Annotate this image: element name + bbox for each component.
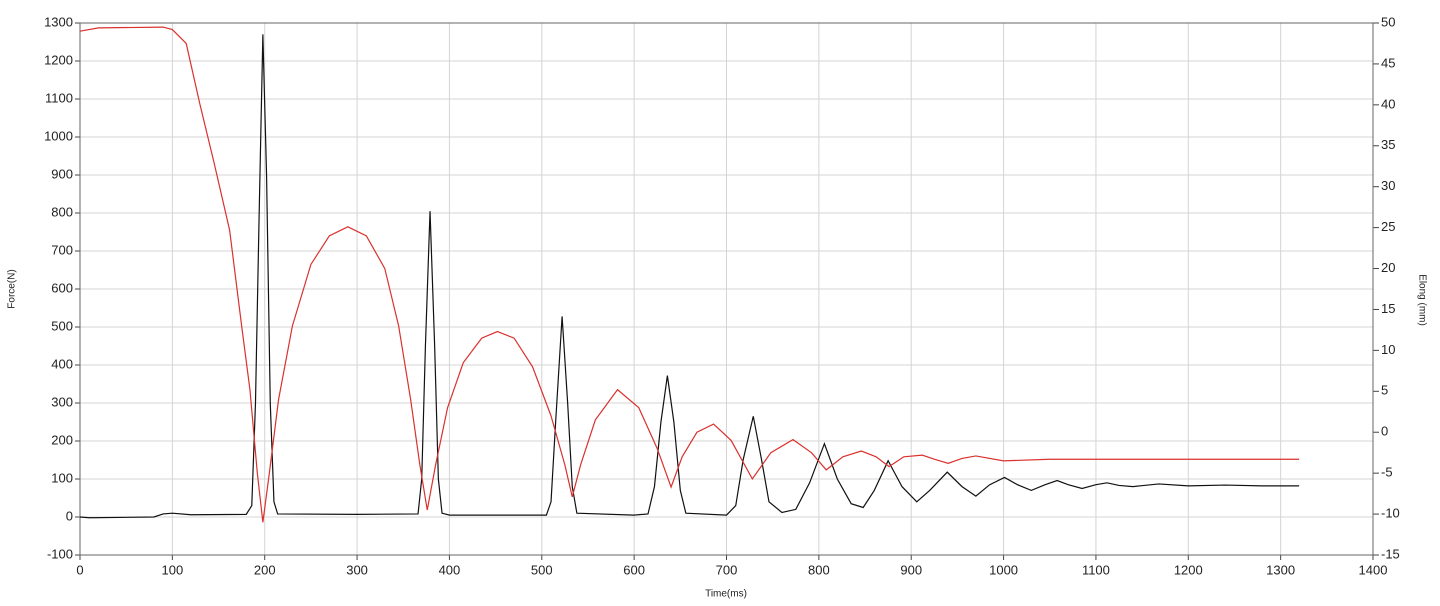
y2-tick-label: 0 — [1381, 424, 1388, 439]
y-tick-label: 800 — [51, 204, 73, 219]
y-tick-label: -100 — [47, 546, 73, 561]
x-tick-label: 200 — [254, 562, 276, 577]
plot-frame — [79, 22, 1374, 556]
y-axis-label: Force(N) — [7, 269, 18, 308]
x-tick-label: 700 — [716, 562, 738, 577]
y-tick-label: 900 — [51, 166, 73, 181]
x-tick-label: 1400 — [1359, 562, 1388, 577]
y2-tick-label: -5 — [1381, 465, 1393, 480]
x-tick-label: 300 — [346, 562, 368, 577]
x-tick-label: 500 — [531, 562, 553, 577]
y-tick-label: 1300 — [44, 14, 73, 29]
y-tick-label: 1100 — [45, 90, 73, 105]
y2-tick-label: 40 — [1381, 96, 1395, 111]
x-tick-label: 100 — [162, 562, 184, 577]
y2-tick-label: 35 — [1381, 137, 1395, 152]
x-tick-label: 900 — [900, 562, 922, 577]
x-tick-label: 1000 — [989, 562, 1018, 577]
y-tick-label: 600 — [51, 280, 73, 295]
y-tick-label: 1200 — [44, 52, 73, 67]
x-tick-label: 400 — [439, 562, 461, 577]
y2-tick-label: 5 — [1381, 383, 1388, 398]
x-tick-label: 1200 — [1174, 562, 1203, 577]
y2-tick-label: 15 — [1381, 301, 1395, 316]
y2-tick-label: 20 — [1381, 260, 1395, 275]
x-tick-label: 800 — [808, 562, 830, 577]
y2-tick-label: 25 — [1381, 219, 1395, 234]
y2-tick-label: 45 — [1381, 55, 1395, 70]
y-tick-label: 100 — [51, 470, 73, 485]
y-tick-label: 1000 — [44, 128, 73, 143]
y2-tick-label: -10 — [1381, 506, 1400, 521]
y-tick-label: 700 — [51, 242, 73, 257]
x-axis-label: Time(ms) — [705, 589, 747, 600]
x-tick-label: 1100 — [1082, 562, 1110, 577]
y-tick-label: 0 — [66, 508, 73, 523]
y2-tick-label: -15 — [1381, 546, 1400, 561]
y-tick-label: 200 — [51, 432, 73, 447]
y-tick-label: 300 — [51, 394, 73, 409]
y2-tick-label: 50 — [1381, 14, 1395, 29]
y2-tick-label: 10 — [1381, 342, 1395, 357]
x-tick-label: 600 — [623, 562, 645, 577]
y2-tick-label: 30 — [1381, 178, 1395, 193]
x-tick-label: 1300 — [1266, 562, 1295, 577]
y-tick-label: 500 — [51, 318, 73, 333]
y2-axis-label: Elong (mm) — [1416, 274, 1427, 326]
data-line — [79, 34, 1300, 519]
y-tick-label: 400 — [51, 356, 73, 371]
x-tick-label: 0 — [76, 562, 83, 577]
data-line — [79, 26, 1300, 523]
